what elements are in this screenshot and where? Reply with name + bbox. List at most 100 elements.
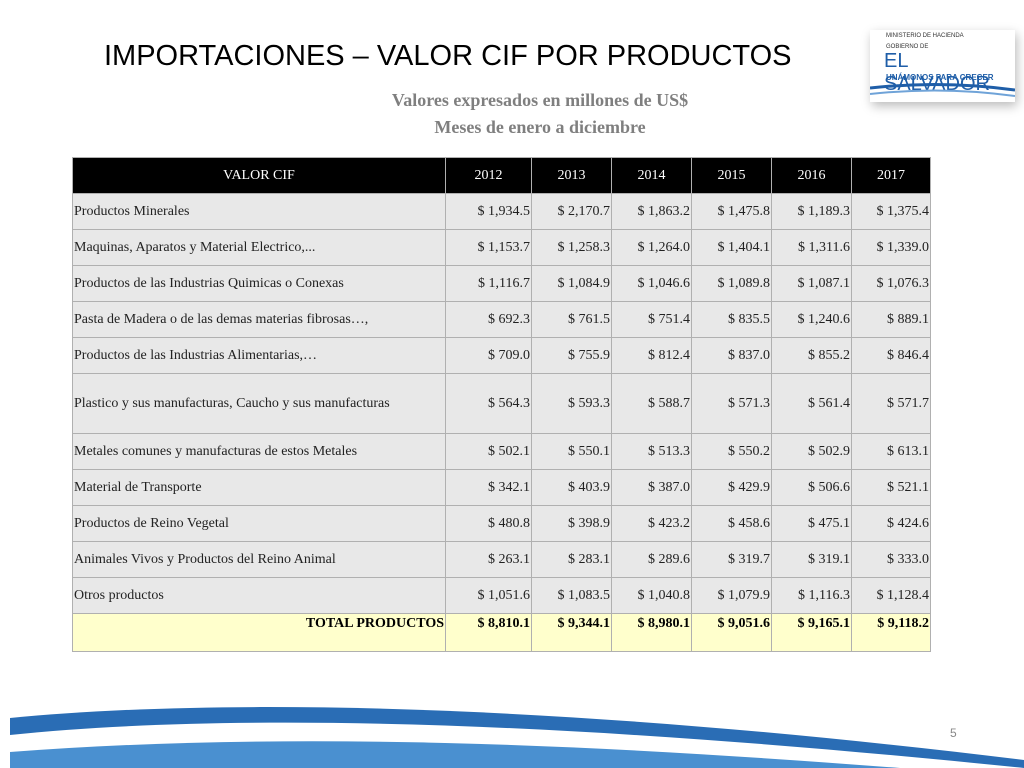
total-cell: $ 8,810.1 xyxy=(445,613,532,652)
logo-ministry: MINISTERIO DE HACIENDA xyxy=(886,33,964,39)
value-cell: $ 513.3 xyxy=(611,433,692,470)
swoosh-light xyxy=(10,741,900,768)
value-cell: $ 1,116.3 xyxy=(771,577,852,614)
total-cell: $ 8,980.1 xyxy=(611,613,692,652)
value-cell: $ 1,153.7 xyxy=(445,229,532,266)
value-cell: $ 1,051.6 xyxy=(445,577,532,614)
label-cell: Animales Vivos y Productos del Reino Ani… xyxy=(72,541,446,578)
table-row: Productos Minerales $ 1,934.5 $ 2,170.7 $ 1… xyxy=(72,193,931,230)
value-cell: $ 751.4 xyxy=(611,301,692,338)
value-cell: $ 342.1 xyxy=(445,469,532,506)
value-cell: $ 2,170.7 xyxy=(531,193,612,230)
total-cell: $ 9,118.2 xyxy=(851,613,931,652)
total-cell: TOTAL PRODUCTOS xyxy=(72,613,446,652)
header-cell: 2016 xyxy=(771,157,852,194)
value-cell: $ 564.3 xyxy=(445,373,532,434)
header-cell: 2014 xyxy=(611,157,692,194)
value-cell: $ 480.8 xyxy=(445,505,532,542)
value-cell: $ 846.4 xyxy=(851,337,931,374)
label-cell: Productos de Reino Vegetal xyxy=(72,505,446,542)
value-cell: $ 1,863.2 xyxy=(611,193,692,230)
value-cell: $ 1,934.5 xyxy=(445,193,532,230)
value-cell: $ 1,084.9 xyxy=(531,265,612,302)
value-cell: $ 333.0 xyxy=(851,541,931,578)
table-row: Metales comunes y manufacturas de estos … xyxy=(72,433,931,470)
value-cell: $ 319.7 xyxy=(691,541,772,578)
value-cell: $ 403.9 xyxy=(531,469,612,506)
value-cell: $ 502.9 xyxy=(771,433,852,470)
value-cell: $ 506.6 xyxy=(771,469,852,506)
table-row: Plastico y sus manufacturas, Caucho y su… xyxy=(72,373,931,434)
value-cell: $ 429.9 xyxy=(691,469,772,506)
logo-motto: UNÁMONOS PARA CRECER xyxy=(886,73,994,82)
label-cell: Otros productos xyxy=(72,577,446,614)
total-cell: $ 9,344.1 xyxy=(531,613,612,652)
data-table: VALOR CIF 2012 2013 2014 2015 2016 2017 Product… xyxy=(72,157,931,652)
value-cell: $ 398.9 xyxy=(531,505,612,542)
value-cell: $ 889.1 xyxy=(851,301,931,338)
label-cell: Productos de las Industrias Alimentarias… xyxy=(72,337,446,374)
value-cell: $ 1,475.8 xyxy=(691,193,772,230)
subtitle: Valores expresados en millones de US$ xyxy=(391,90,689,110)
total-cell: $ 9,165.1 xyxy=(771,613,852,652)
table-row: Productos de Reino Vegetal $ 480.8 $ 398.9… xyxy=(72,505,931,542)
value-cell: $ 837.0 xyxy=(691,337,772,374)
header-cell: 2015 xyxy=(691,157,772,194)
value-cell: $ 1,089.8 xyxy=(691,265,772,302)
value-cell: $ 1,264.0 xyxy=(611,229,692,266)
value-cell: $ 1,404.1 xyxy=(691,229,772,266)
value-cell: $ 1,258.3 xyxy=(531,229,612,266)
subtitle: Meses de enero a diciembre xyxy=(434,117,646,137)
table-row: Pasta de Madera o de las demas materias … xyxy=(72,301,931,338)
table-row: Productos de las Industrias Alimentarias… xyxy=(72,337,931,374)
logo: MINISTERIO DE HACIENDA GOBIERNO DE EL SA… xyxy=(870,30,1015,102)
logo-waves xyxy=(870,82,1015,97)
value-cell: $ 387.0 xyxy=(611,469,692,506)
value-cell: $ 521.1 xyxy=(851,469,931,506)
value-cell: $ 458.6 xyxy=(691,505,772,542)
label-cell: Plastico y sus manufacturas, Caucho y su… xyxy=(72,373,446,434)
value-cell: $ 1,375.4 xyxy=(851,193,931,230)
value-cell: $ 1,087.1 xyxy=(771,265,852,302)
value-cell: $ 1,040.8 xyxy=(611,577,692,614)
value-cell: $ 502.1 xyxy=(445,433,532,470)
value-cell: $ 855.2 xyxy=(771,337,852,374)
value-cell: $ 692.3 xyxy=(445,301,532,338)
header-cell: 2012 xyxy=(445,157,532,194)
logo-government: GOBIERNO DE xyxy=(886,44,929,50)
label-cell: Maquinas, Aparatos y Material Electrico,… xyxy=(72,229,446,266)
table-row: Animales Vivos y Productos del Reino Ani… xyxy=(72,541,931,578)
value-cell: $ 319.1 xyxy=(771,541,852,578)
value-cell: $ 1,339.0 xyxy=(851,229,931,266)
value-cell: $ 1,079.9 xyxy=(691,577,772,614)
value-cell: $ 550.1 xyxy=(531,433,612,470)
header-cell: 2013 xyxy=(531,157,612,194)
table-row: Maquinas, Aparatos y Material Electrico,… xyxy=(72,229,931,266)
value-cell: $ 1,076.3 xyxy=(851,265,931,302)
value-cell: $ 1,116.7 xyxy=(445,265,532,302)
table-row: Productos de las Industrias Quimicas o C… xyxy=(72,265,931,302)
value-cell: $ 1,083.5 xyxy=(531,577,612,614)
value-cell: $ 571.3 xyxy=(691,373,772,434)
value-cell: $ 835.5 xyxy=(691,301,772,338)
table-row: Otros productos $ 1,051.6 $ 1,083.5 $ 1,040… xyxy=(72,577,931,614)
value-cell: $ 423.2 xyxy=(611,505,692,542)
value-cell: $ 1,046.6 xyxy=(611,265,692,302)
page-number: 5 xyxy=(950,726,957,740)
header-row: VALOR CIF 2012 2013 2014 2015 2016 2017 xyxy=(72,157,931,194)
value-cell: $ 709.0 xyxy=(445,337,532,374)
value-cell: $ 475.1 xyxy=(771,505,852,542)
value-cell: $ 424.6 xyxy=(851,505,931,542)
value-cell: $ 1,189.3 xyxy=(771,193,852,230)
total-row: TOTAL PRODUCTOS $ 8,810.1 $ 9,344.1 $ 8,980… xyxy=(72,613,931,652)
value-cell: $ 550.2 xyxy=(691,433,772,470)
title: IMPORTACIONES – VALOR CIF POR PRODUCTOS xyxy=(104,40,792,72)
value-cell: $ 588.7 xyxy=(611,373,692,434)
label-cell: Productos Minerales xyxy=(72,193,446,230)
value-cell: $ 761.5 xyxy=(531,301,612,338)
value-cell: $ 755.9 xyxy=(531,337,612,374)
label-cell: Material de Transporte xyxy=(72,469,446,506)
value-cell: $ 263.1 xyxy=(445,541,532,578)
